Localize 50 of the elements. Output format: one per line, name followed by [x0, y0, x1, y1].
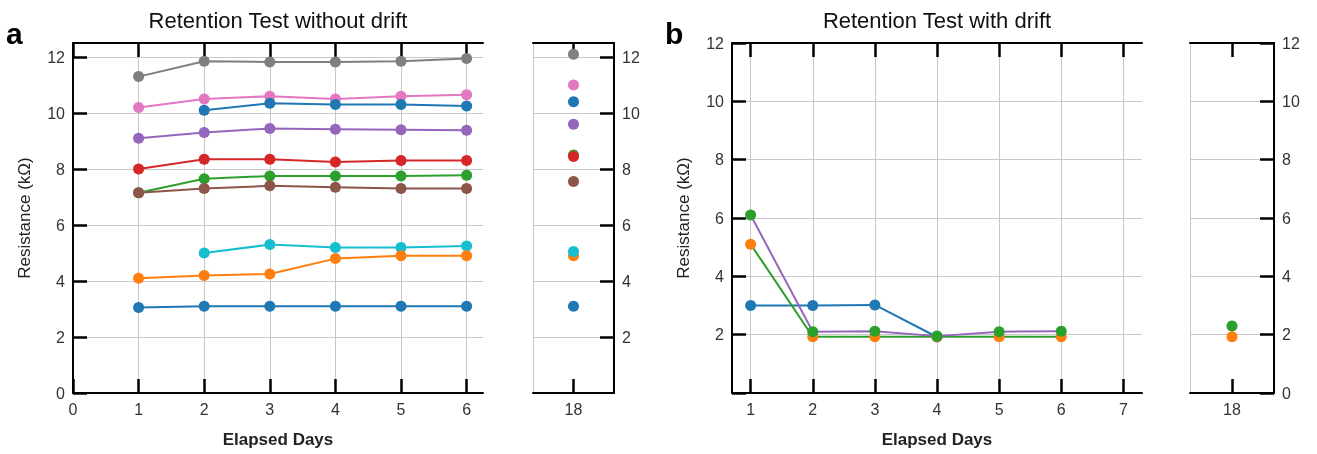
x-tick-label: 2 [199, 400, 209, 418]
chart-title: Retention Test with drift [822, 7, 1052, 33]
y2-tick-label: 4 [622, 272, 631, 290]
y2-tick-label: 12 [622, 48, 640, 66]
x-tick-label: 0 [68, 400, 78, 418]
y-tick-label: 2 [715, 326, 725, 344]
x-tick-label: 6 [1056, 400, 1066, 418]
chart-title: Retention Test without drift [148, 7, 408, 33]
y-axis-title: Resistance (kΩ) [674, 157, 693, 279]
x-tick-label: 3 [870, 400, 880, 418]
x-tick-label: 4 [932, 400, 942, 418]
y2-tick-label: 2 [1282, 326, 1291, 344]
y2-tick-label: 12 [1282, 34, 1300, 52]
x-tick-label: 5 [396, 400, 406, 418]
y-tick-label: 10 [47, 104, 66, 122]
y-tick-label: 6 [715, 209, 725, 227]
x-tick-label: 18 [564, 400, 583, 418]
y2-tick-label: 8 [1282, 151, 1291, 169]
y-tick-label: 2 [56, 328, 66, 346]
x-tick-label: 5 [994, 400, 1004, 418]
y-tick-label: 8 [715, 151, 725, 169]
y-tick-label: 12 [47, 48, 66, 66]
x-tick-label: 7 [1118, 400, 1128, 418]
y-tick-label: 10 [706, 92, 725, 110]
x-tick-label: 2 [808, 400, 818, 418]
y-tick-label: 0 [56, 384, 66, 402]
y-tick-label: 8 [56, 160, 66, 178]
x-axis-title: Elapsed Days [222, 430, 334, 449]
y2-tick-label: 0 [1282, 384, 1291, 402]
x-tick-label: 1 [746, 400, 756, 418]
x-axis-title: Elapsed Days [881, 430, 993, 449]
x-tick-label: 1 [134, 400, 144, 418]
x-tick-label: 3 [265, 400, 275, 418]
y2-tick-label: 6 [622, 216, 631, 234]
y-tick-label: 6 [56, 216, 66, 234]
y-axis-title: Resistance (kΩ) [15, 157, 34, 279]
y2-tick-label: 10 [1282, 92, 1300, 110]
y2-tick-label: 4 [1282, 267, 1291, 285]
text: b [665, 16, 684, 50]
x-tick-label: 18 [1223, 400, 1241, 418]
y2-tick-label: 2 [622, 328, 631, 346]
y-tick-label: 4 [56, 272, 66, 290]
y2-tick-label: 10 [622, 104, 640, 122]
y-tick-label: 4 [715, 267, 725, 285]
y2-tick-label: 6 [1282, 209, 1291, 227]
x-tick-label: 4 [330, 400, 340, 418]
x-tick-label: 6 [462, 400, 472, 418]
text: a [6, 16, 23, 50]
y-tick-label: 12 [706, 34, 725, 52]
y2-tick-label: 8 [622, 160, 631, 178]
